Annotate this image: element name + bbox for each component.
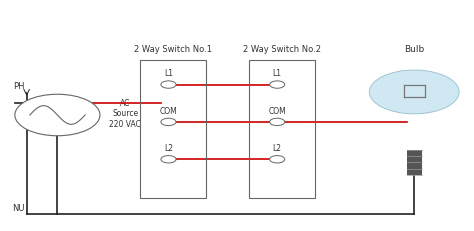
Bar [407,150,422,175]
Circle shape [270,82,285,89]
Text: AC
Source
220 VAC: AC Source 220 VAC [109,98,141,128]
Text: Bulb: Bulb [404,45,424,54]
Text: L1: L1 [164,69,173,78]
Text: COM: COM [160,106,177,115]
Circle shape [270,156,285,163]
Text: 2 Way Switch No.1: 2 Way Switch No.1 [134,45,212,54]
Circle shape [161,119,176,126]
Text: COM: COM [268,106,286,115]
Text: PH: PH [13,81,24,90]
Circle shape [161,82,176,89]
Text: L1: L1 [273,69,282,78]
Circle shape [15,95,100,136]
Text: L2: L2 [273,143,282,152]
Text: NU: NU [12,203,24,212]
Bar [249,60,315,198]
Text: L2: L2 [164,143,173,152]
Text: 2 Way Switch No.2: 2 Way Switch No.2 [243,45,321,54]
Circle shape [270,119,285,126]
Circle shape [369,71,459,114]
Bar [140,60,206,198]
Circle shape [161,156,176,163]
